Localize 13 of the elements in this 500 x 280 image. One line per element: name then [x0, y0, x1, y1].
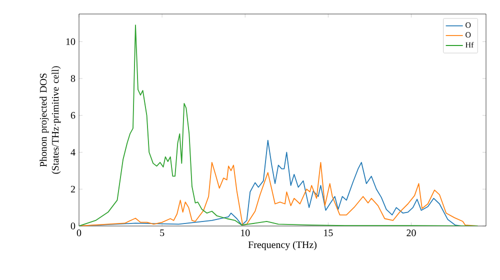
x-tick-label: 0	[76, 230, 82, 236]
x-tick-label: 20	[406, 230, 416, 236]
y-tick-label: 10	[66, 38, 76, 46]
x-tick-label: 5	[160, 230, 164, 236]
y-tick-label: 4	[70, 148, 76, 156]
y-tick-label: 2	[70, 186, 75, 192]
x-tick-label: 10	[241, 230, 250, 236]
y-tick-label: 8	[70, 75, 76, 82]
x-axis-title: Frequency (THz)	[248, 241, 316, 250]
y-tick-label: 0	[70, 222, 76, 230]
y-tick-label: 6	[70, 112, 76, 119]
y-axis-title: Phonon projected DOS (States/THz·primitive cell)	[40, 66, 61, 174]
x-tick-label: 15	[324, 230, 333, 236]
